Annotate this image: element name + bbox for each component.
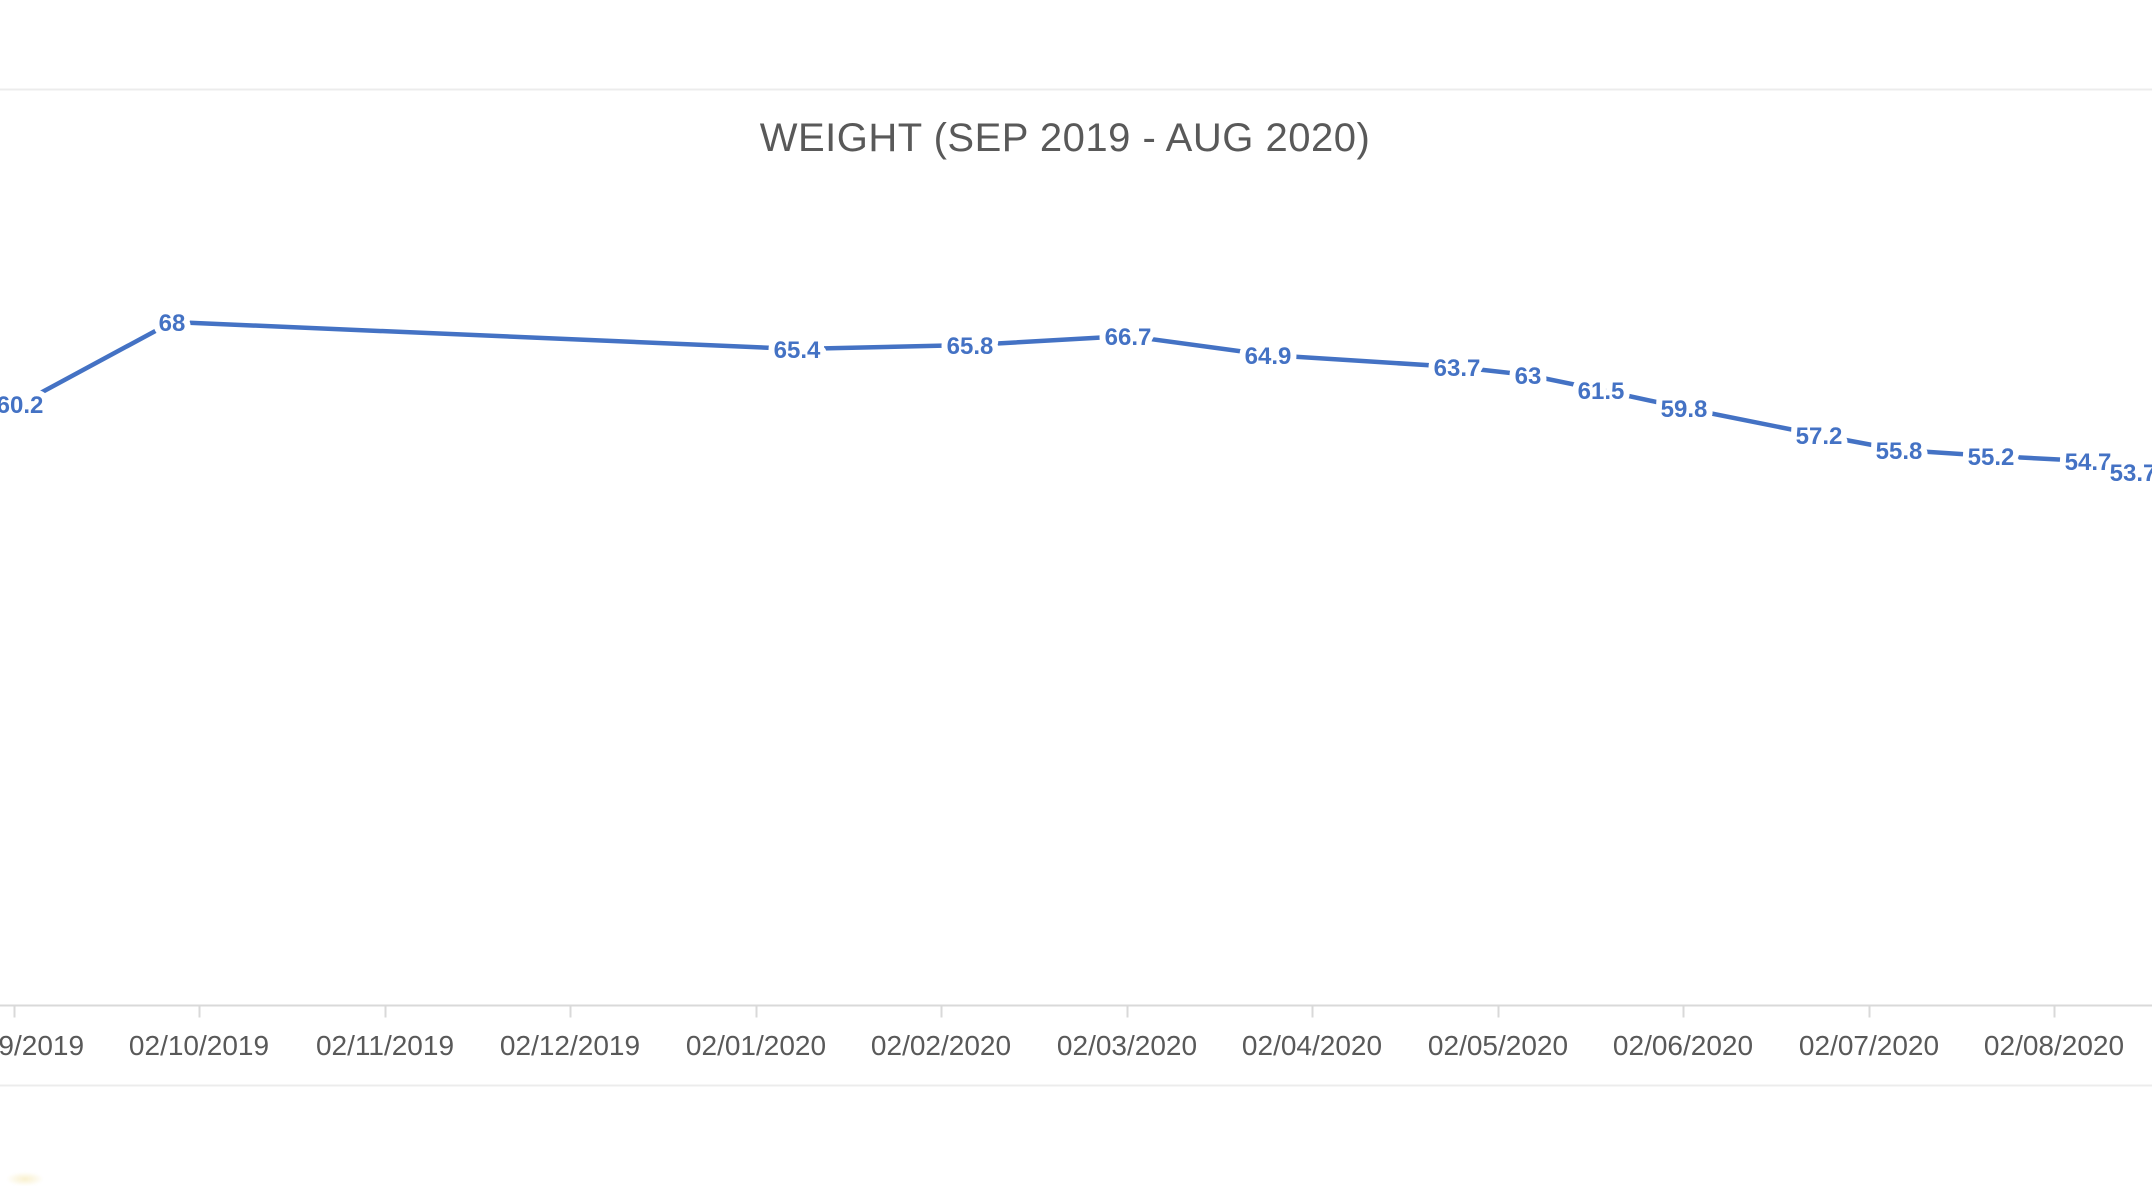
x-axis-tick-label: 02/10/2019 xyxy=(129,1030,269,1061)
data-point-label: 65.8 xyxy=(947,333,994,360)
data-point-label: 55.8 xyxy=(1876,438,1923,465)
data-point-label: 59.8 xyxy=(1661,396,1708,423)
x-axis-tick-label: 02/03/2020 xyxy=(1057,1030,1197,1061)
x-axis-tick-label: 02/04/2020 xyxy=(1242,1030,1382,1061)
corner-smudge-artifact xyxy=(6,1172,44,1186)
data-point-label: 55.2 xyxy=(1968,444,2015,471)
x-axis-tick-label: 02/12/2019 xyxy=(500,1030,640,1061)
data-point-label: 65.4 xyxy=(774,337,821,364)
data-point-label: 57.2 xyxy=(1796,423,1843,450)
chart-title: WEIGHT (SEP 2019 - AUG 2020) xyxy=(759,116,1371,160)
weight-series-line xyxy=(17,319,2136,475)
data-point-label: 53.7 xyxy=(2110,460,2152,487)
x-axis-tick-label: 02/06/2020 xyxy=(1613,1030,1753,1061)
x-axis-tick-label: 02/11/2019 xyxy=(316,1030,454,1061)
x-axis-tick-label: 02/05/2020 xyxy=(1428,1030,1568,1061)
data-point-label: 60.2 xyxy=(0,392,43,419)
x-axis-tick-label: 02/07/2020 xyxy=(1799,1030,1939,1061)
x-axis-tick-label: 02/08/2020 xyxy=(1984,1030,2124,1061)
x-axis-tick-label: 02/01/2020 xyxy=(686,1030,826,1061)
data-point-label: 63 xyxy=(1515,363,1542,390)
data-point-label: 68 xyxy=(159,310,186,337)
data-point-label: 61.5 xyxy=(1578,378,1625,405)
data-point-label: 64.9 xyxy=(1245,343,1292,370)
data-point-label: 66.7 xyxy=(1105,324,1152,351)
x-axis-tick-label: 02/02/2020 xyxy=(871,1030,1011,1061)
x-axis-tick-label: 02/09/2019 xyxy=(0,1030,84,1061)
data-point-label: 54.7 xyxy=(2065,449,2112,476)
data-point-label: 63.7 xyxy=(1434,355,1481,382)
